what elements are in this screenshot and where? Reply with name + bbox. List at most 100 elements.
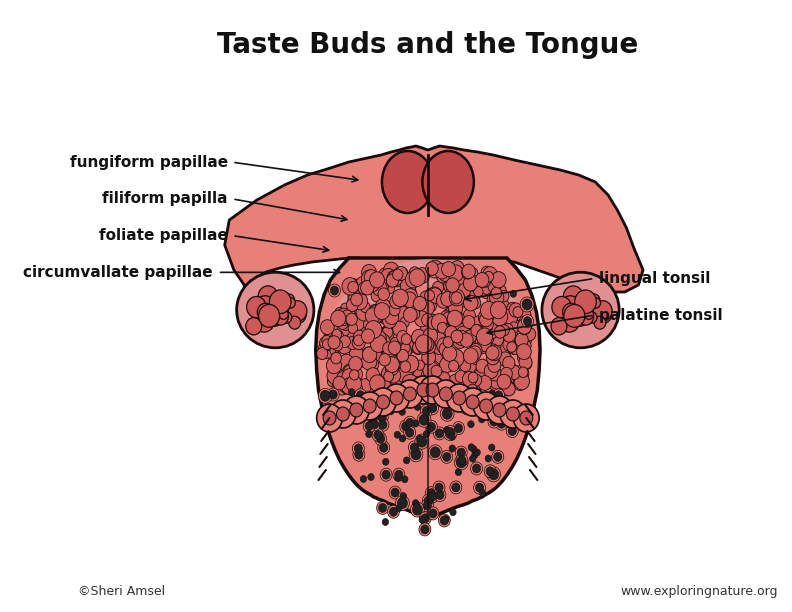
- Circle shape: [364, 319, 373, 330]
- Circle shape: [462, 266, 474, 279]
- Polygon shape: [225, 146, 643, 292]
- Circle shape: [474, 368, 484, 378]
- Ellipse shape: [237, 272, 314, 348]
- Circle shape: [470, 297, 481, 309]
- Circle shape: [425, 360, 440, 377]
- Circle shape: [425, 487, 437, 499]
- Circle shape: [383, 313, 397, 328]
- Circle shape: [437, 337, 452, 354]
- Circle shape: [421, 313, 433, 326]
- Circle shape: [337, 323, 350, 337]
- Circle shape: [457, 448, 466, 457]
- Circle shape: [415, 360, 425, 370]
- Circle shape: [421, 386, 433, 399]
- Circle shape: [393, 297, 402, 308]
- Circle shape: [448, 307, 459, 318]
- Circle shape: [445, 428, 455, 439]
- Circle shape: [435, 483, 444, 492]
- Circle shape: [410, 502, 425, 517]
- Circle shape: [508, 427, 516, 436]
- Circle shape: [514, 373, 529, 390]
- Circle shape: [330, 400, 356, 428]
- Circle shape: [370, 305, 386, 323]
- Circle shape: [438, 264, 455, 282]
- Circle shape: [366, 357, 375, 368]
- Circle shape: [489, 444, 495, 451]
- Circle shape: [412, 364, 425, 377]
- Circle shape: [479, 322, 494, 338]
- Circle shape: [423, 338, 434, 351]
- Circle shape: [460, 333, 473, 347]
- Circle shape: [451, 289, 463, 301]
- Circle shape: [407, 296, 420, 309]
- Circle shape: [561, 296, 581, 317]
- Circle shape: [498, 291, 509, 302]
- Circle shape: [362, 347, 377, 362]
- Circle shape: [371, 330, 386, 346]
- Circle shape: [488, 358, 501, 372]
- Circle shape: [398, 338, 414, 356]
- Circle shape: [472, 381, 482, 391]
- Circle shape: [421, 405, 432, 417]
- Circle shape: [423, 501, 432, 510]
- Circle shape: [400, 361, 410, 372]
- Circle shape: [327, 367, 344, 384]
- Circle shape: [440, 516, 448, 525]
- Circle shape: [477, 328, 493, 345]
- Circle shape: [322, 337, 334, 350]
- Circle shape: [444, 427, 450, 433]
- Circle shape: [470, 374, 482, 386]
- Circle shape: [330, 346, 340, 356]
- Circle shape: [519, 316, 533, 331]
- Circle shape: [332, 329, 341, 340]
- Circle shape: [493, 305, 505, 318]
- Circle shape: [364, 420, 375, 433]
- Circle shape: [421, 296, 435, 312]
- Circle shape: [355, 389, 367, 401]
- Circle shape: [427, 314, 440, 328]
- Circle shape: [432, 350, 445, 365]
- Circle shape: [337, 371, 350, 386]
- Circle shape: [480, 282, 494, 297]
- Circle shape: [409, 447, 423, 462]
- Circle shape: [328, 357, 340, 371]
- Circle shape: [455, 281, 464, 291]
- Circle shape: [439, 342, 451, 356]
- Polygon shape: [316, 258, 540, 520]
- Circle shape: [402, 334, 411, 345]
- Circle shape: [352, 442, 364, 455]
- Circle shape: [406, 380, 416, 390]
- Circle shape: [337, 348, 350, 362]
- Circle shape: [468, 421, 474, 428]
- Circle shape: [422, 406, 431, 416]
- Circle shape: [578, 308, 594, 325]
- Circle shape: [343, 326, 357, 341]
- Circle shape: [455, 424, 463, 433]
- Text: ©Sheri Amsel: ©Sheri Amsel: [78, 585, 165, 598]
- Circle shape: [512, 370, 522, 381]
- Circle shape: [387, 506, 399, 518]
- Circle shape: [475, 483, 484, 492]
- Circle shape: [402, 292, 417, 308]
- Circle shape: [383, 379, 395, 392]
- Circle shape: [453, 391, 466, 405]
- Circle shape: [427, 488, 436, 498]
- Circle shape: [494, 326, 505, 338]
- Circle shape: [450, 316, 463, 331]
- Circle shape: [426, 262, 438, 275]
- Circle shape: [404, 426, 416, 439]
- Circle shape: [421, 525, 429, 534]
- Circle shape: [255, 296, 275, 317]
- Circle shape: [436, 491, 444, 499]
- Circle shape: [522, 340, 531, 351]
- Circle shape: [483, 323, 498, 339]
- Circle shape: [445, 324, 458, 338]
- Circle shape: [403, 387, 417, 401]
- Circle shape: [398, 498, 408, 509]
- Circle shape: [463, 350, 478, 368]
- Circle shape: [399, 408, 406, 416]
- Circle shape: [454, 285, 468, 300]
- Circle shape: [339, 326, 355, 342]
- Circle shape: [421, 349, 436, 365]
- Circle shape: [393, 342, 406, 357]
